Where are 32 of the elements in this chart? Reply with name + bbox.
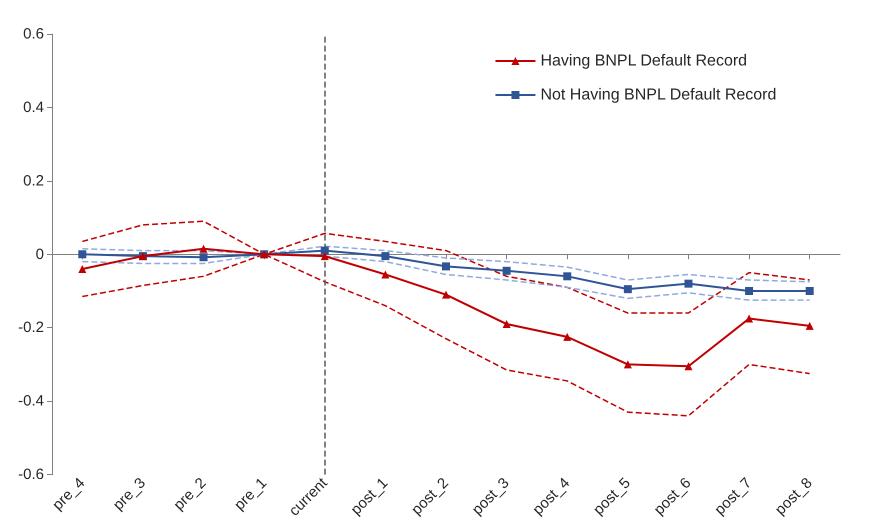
point	[563, 272, 572, 280]
y-tick-label: -0.2	[18, 319, 44, 336]
point	[624, 360, 632, 368]
point	[200, 253, 208, 262]
point	[78, 250, 86, 258]
point	[320, 246, 329, 255]
point	[684, 362, 692, 370]
point	[78, 264, 86, 273]
point	[442, 290, 450, 299]
point	[806, 286, 814, 295]
point	[502, 266, 511, 275]
y-tick-label: -0.4	[18, 392, 44, 410]
point	[745, 314, 754, 323]
point	[320, 252, 329, 260]
legend-label: Not Having BNPL Default Record	[540, 86, 776, 104]
point	[684, 280, 692, 288]
point	[381, 270, 390, 278]
legend-label: Having BNPL Default Record	[540, 52, 748, 70]
point	[200, 244, 208, 253]
y-tick-label: 0.4	[23, 98, 44, 116]
point	[381, 252, 390, 260]
y-tick-label: 0	[36, 246, 44, 263]
point	[442, 262, 450, 270]
point	[502, 320, 511, 328]
y-tick-label: -0.6	[18, 466, 44, 484]
point	[624, 285, 632, 294]
y-tick-label: 0.2	[23, 172, 44, 190]
point	[745, 286, 754, 295]
y-tick-label: 0.6	[23, 26, 44, 42]
line-series	[82, 245, 810, 283]
point	[563, 332, 572, 341]
point	[806, 322, 814, 330]
